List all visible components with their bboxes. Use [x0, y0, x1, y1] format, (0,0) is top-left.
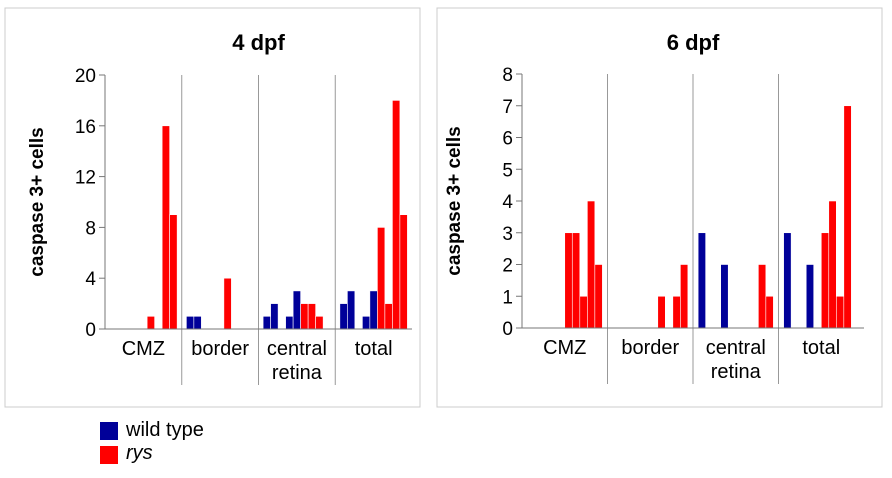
x-tick-label: total [802, 337, 841, 359]
y-tick-label: 5 [502, 160, 513, 181]
bar [169, 214, 178, 330]
y-tick-label: 20 [75, 66, 96, 87]
bar [571, 232, 581, 329]
bar [835, 295, 845, 329]
bar [300, 303, 309, 330]
panel-frame [4, 7, 421, 408]
bar [697, 232, 706, 329]
bar [186, 315, 195, 330]
y-tick-label: 8 [502, 65, 513, 86]
y-tick-label: 1 [502, 287, 513, 308]
x-tick-label: border [621, 337, 680, 359]
legend-label: rys [126, 442, 153, 464]
bar [315, 315, 324, 330]
bar [262, 315, 271, 330]
bar [564, 232, 573, 329]
y-tick-label: 8 [85, 218, 96, 239]
bar [680, 264, 689, 329]
bar [161, 125, 170, 330]
y-tick-label: 4 [502, 192, 513, 213]
legend-swatch [100, 422, 118, 440]
bar [758, 264, 767, 329]
y-axis-label: caspase 3+ cells [444, 126, 465, 276]
x-tick-label: central retina [705, 337, 766, 383]
bar [820, 232, 830, 329]
y-tick-label: 3 [502, 224, 513, 245]
bar [399, 214, 408, 330]
bar [805, 264, 815, 329]
legend-swatch [100, 446, 118, 464]
y-tick-label: 6 [502, 129, 513, 150]
bar [292, 290, 301, 330]
bar [672, 295, 681, 329]
bar [362, 315, 371, 330]
bar [843, 105, 852, 329]
bar [339, 303, 348, 330]
bar [146, 315, 155, 330]
y-tick-label: 2 [502, 256, 513, 277]
y-tick-label: 0 [85, 320, 96, 341]
bar [347, 290, 356, 330]
bar [193, 315, 202, 330]
bar [828, 200, 837, 329]
bar [270, 303, 279, 330]
bar [392, 100, 401, 330]
x-tick-label: CMZ [121, 338, 166, 360]
y-tick-label: 12 [75, 168, 96, 189]
bar [657, 295, 666, 329]
x-tick-label: border [191, 338, 250, 360]
y-tick-label: 0 [502, 319, 513, 340]
bar [307, 303, 316, 330]
bar [783, 232, 792, 329]
bar [587, 200, 596, 329]
bar [285, 315, 294, 330]
bar [594, 264, 603, 329]
y-tick-label: 7 [502, 97, 513, 118]
bar [377, 227, 386, 330]
bar [384, 303, 393, 330]
legend-label: wild type [126, 419, 204, 441]
x-tick-label: CMZ [543, 337, 587, 359]
x-tick-label: central retina [266, 338, 327, 384]
bar [369, 290, 378, 330]
chart-title: 6 dpf [667, 30, 720, 55]
y-tick-label: 4 [85, 269, 96, 290]
chart-title: 4 dpf [232, 30, 285, 55]
bar [720, 264, 729, 329]
x-tick-label: total [354, 338, 393, 360]
bar [579, 295, 588, 329]
bar [765, 295, 774, 329]
y-axis-label: caspase 3+ cells [27, 127, 48, 277]
panel-frame [436, 7, 883, 408]
bar [223, 277, 232, 330]
y-tick-label: 16 [75, 117, 96, 138]
